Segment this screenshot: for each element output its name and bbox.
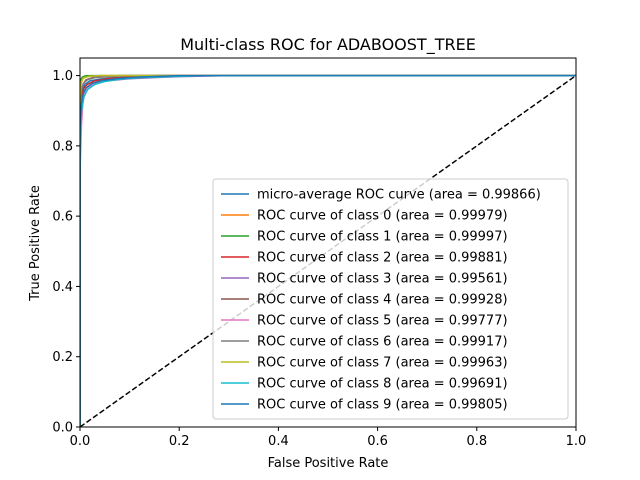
legend: micro-average ROC curve (area = 0.99866)…: [212, 178, 569, 420]
y-tick-label: 0.4: [52, 280, 73, 295]
y-tick-label: 1.0: [52, 69, 73, 84]
legend-label-9: ROC curve of class 8 (area = 0.99691): [257, 377, 508, 392]
legend-label-5: ROC curve of class 4 (area = 0.99928): [257, 293, 508, 308]
roc-series-10: [80, 74, 576, 427]
legend-box: [212, 178, 569, 420]
legend-label-3: ROC curve of class 2 (area = 0.99881): [257, 251, 508, 266]
legend-label-4: ROC curve of class 3 (area = 0.99561): [257, 272, 508, 287]
x-tick-label: 0.4: [268, 434, 289, 449]
legend-label-2: ROC curve of class 1 (area = 0.99997): [257, 230, 508, 245]
y-tick-label: 0.6: [52, 210, 73, 225]
legend-label-1: ROC curve of class 0 (area = 0.99979): [257, 209, 508, 224]
legend-label-8: ROC curve of class 7 (area = 0.99963): [257, 356, 508, 371]
y-tick-label: 0.2: [52, 350, 73, 365]
roc-series-2: [80, 74, 576, 427]
y-axis-label: True Positive Rate: [28, 185, 43, 302]
legend-label-0: micro-average ROC curve (area = 0.99866): [257, 188, 541, 203]
chance-reference-line: [80, 74, 576, 427]
chart-title: Multi-class ROC for ADABOOST_TREE: [180, 35, 476, 55]
legend-label-6: ROC curve of class 5 (area = 0.99777): [257, 314, 508, 329]
x-tick-label: 0.2: [169, 434, 190, 449]
legend-label-7: ROC curve of class 6 (area = 0.99917): [257, 335, 508, 350]
x-tick-label: 1.0: [566, 434, 587, 449]
y-tick-label: 0.8: [52, 139, 73, 154]
x-tick-label: 0.6: [367, 434, 388, 449]
y-tick-label: 0.0: [52, 421, 73, 436]
x-axis-label: False Positive Rate: [268, 456, 389, 471]
x-tick-label: 0.8: [466, 434, 487, 449]
legend-label-10: ROC curve of class 9 (area = 0.99805): [257, 398, 508, 413]
x-tick-label: 0.0: [70, 434, 91, 449]
plot-frame: [79, 57, 577, 428]
